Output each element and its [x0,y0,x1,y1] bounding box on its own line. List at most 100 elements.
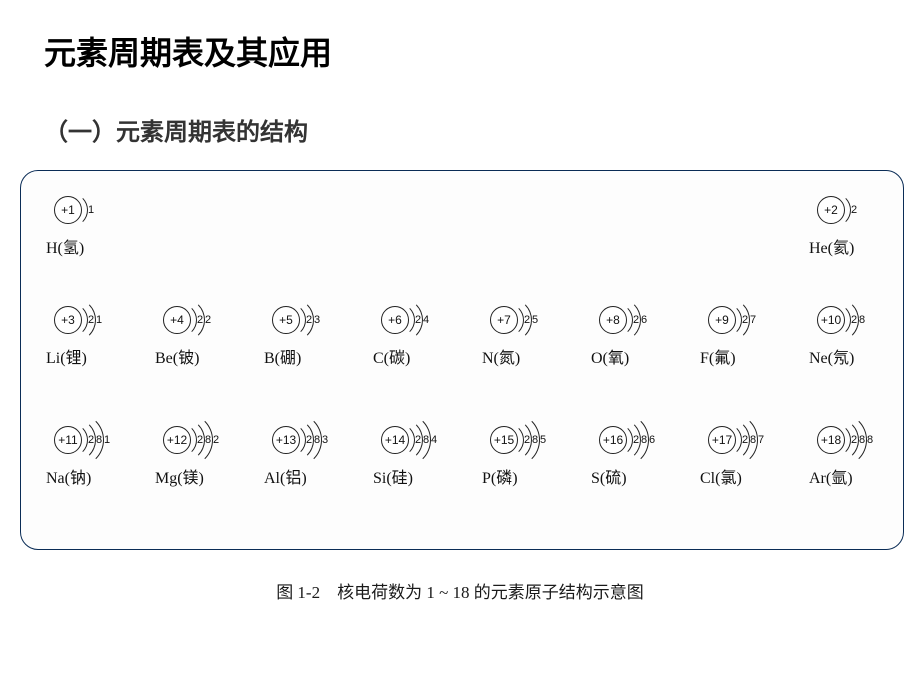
electron-shells: 1 [82,190,142,230]
element-label: C(碳) [373,344,473,368]
atom-diagram: +523 [264,300,364,340]
electron-shells: 285 [518,420,578,460]
atom-diagram: +12282 [155,420,255,460]
element-label: N(氮) [482,344,582,368]
shell-arc [377,413,431,467]
shell-arc [706,298,750,342]
figure-caption: 图 1-2 核电荷数为 1 ~ 18 的元素原子结构示意图 [0,578,920,603]
element-label: Ar(氩) [809,464,909,488]
atom-diagram: +321 [46,300,146,340]
element-na: +11281 Na(钠) [46,420,146,500]
electron-shells: 2 [845,190,905,230]
atom-diagram: +13283 [264,420,364,460]
electron-shells: 26 [627,300,687,340]
shell-electron-count: 4 [423,314,429,326]
element-ne: +1028 Ne(氖) [809,300,909,380]
element-label: Mg(镁) [155,464,255,488]
shell-electron-count: 5 [532,314,538,326]
element-cl: +17287 Cl(氯) [700,420,800,500]
element-ar: +18288 Ar(氩) [809,420,909,500]
shell-electron-count: 8 [859,314,865,326]
atom-diagram: +15285 [482,420,582,460]
element-o: +826O(氧) [591,300,691,380]
shell-arc [817,193,851,227]
electron-shells: 282 [191,420,251,460]
atom-diagram: +624 [373,300,473,340]
element-label: Ne(氖) [809,344,909,368]
electron-shells: 283 [300,420,360,460]
electron-shells: 28 [845,300,905,340]
element-label: S(硫) [591,464,691,488]
shell-electron-count: 3 [322,434,328,446]
shell-arc [704,413,758,467]
element-n: +725N(氮) [482,300,582,380]
element-label: Na(钠) [46,464,146,488]
element-b: +523 B(硼) [264,300,364,380]
atom-diagram: +1028 [809,300,909,340]
element-f: +927 F(氟) [700,300,800,380]
shell-arc [268,413,322,467]
shell-electron-count: 4 [431,434,437,446]
electron-shells: 286 [627,420,687,460]
shell-electron-count: 5 [540,434,546,446]
element-he: +22 He(氦) [809,190,909,270]
element-si: +14284 Si(硅) [373,420,473,500]
shell-electron-count: 1 [96,314,102,326]
atom-diagram: +11 [46,190,146,230]
electron-shells: 281 [82,420,142,460]
shell-arc [815,298,859,342]
element-label: Al(铝) [264,464,364,488]
element-label: Be(铍) [155,344,255,368]
shell-arc [486,413,540,467]
shell-electron-count: 2 [851,204,857,216]
shell-arc [50,413,104,467]
shell-arc [270,298,314,342]
atom-diagram: +17287 [700,420,800,460]
shell-electron-count: 2 [205,314,211,326]
element-label: He(氦) [809,234,909,258]
shell-electron-count: 6 [641,314,647,326]
electron-shells: 23 [300,300,360,340]
atom-diagram: +14284 [373,420,473,460]
atom-diagram: +927 [700,300,800,340]
shell-arc [379,298,423,342]
atom-diagram: +826 [591,300,691,340]
electron-shells: 21 [82,300,142,340]
shell-electron-count: 1 [104,434,110,446]
element-c: +624 C(碳) [373,300,473,380]
shell-arc [595,413,649,467]
shell-arc [813,413,867,467]
shell-electron-count: 6 [649,434,655,446]
atom-diagram: +11281 [46,420,146,460]
atom-diagram: +18288 [809,420,909,460]
shell-electron-count: 1 [88,204,94,216]
element-label: P(磷) [482,464,582,488]
shell-electron-count: 7 [750,314,756,326]
element-h: +11H(氢) [46,190,146,270]
atom-diagram: +22 [809,190,909,230]
element-li: +321 Li(锂) [46,300,146,380]
element-mg: +12282 Mg(镁) [155,420,255,500]
atom-diagram: +16286 [591,420,691,460]
electron-shells: 288 [845,420,905,460]
element-p: +15285 P(磷) [482,420,582,500]
shell-arc [597,298,641,342]
electron-shells: 284 [409,420,469,460]
shell-electron-count: 7 [758,434,764,446]
element-al: +13283 Al(铝) [264,420,364,500]
element-s: +16286 S(硫) [591,420,691,500]
shell-arc [52,298,96,342]
element-label: B(硼) [264,344,364,368]
element-label: Cl(氯) [700,464,800,488]
element-label: Si(硅) [373,464,473,488]
element-label: Li(锂) [46,344,146,368]
section-subtitle: （一）元素周期表的结构 [44,112,308,147]
electron-shells: 27 [736,300,796,340]
electron-shells: 25 [518,300,578,340]
element-label: F(氟) [700,344,800,368]
atom-diagram: +422 [155,300,255,340]
shell-arc [54,193,88,227]
shell-arc [159,413,213,467]
electron-shells: 22 [191,300,251,340]
shell-arc [488,298,532,342]
